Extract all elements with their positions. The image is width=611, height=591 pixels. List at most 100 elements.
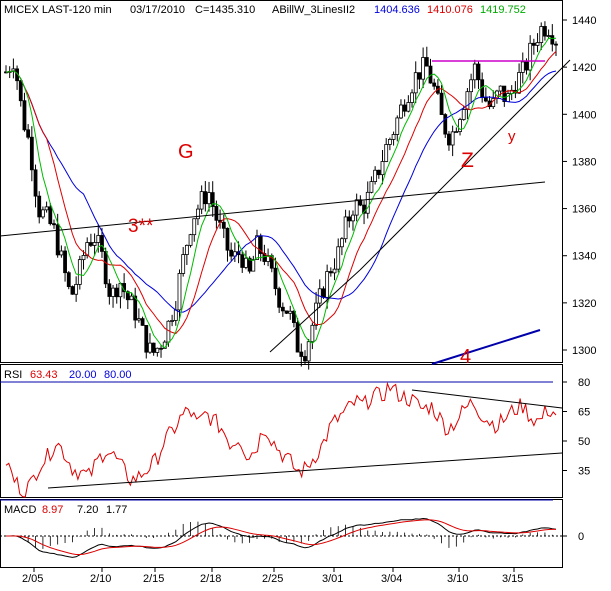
candle-body	[295, 322, 300, 353]
macd-label: MACD	[4, 504, 36, 516]
candle-body	[417, 72, 422, 80]
rsi-tick-label: 35	[578, 466, 590, 478]
candle-body	[85, 242, 90, 256]
candle-body	[196, 208, 200, 220]
candle-body	[306, 341, 311, 362]
candle-body	[144, 324, 149, 353]
candle-body	[469, 79, 474, 93]
candle-body	[92, 242, 97, 246]
candle-body	[535, 42, 540, 46]
candle-body	[432, 82, 437, 87]
candle-body	[531, 42, 536, 46]
candle-body	[439, 92, 444, 115]
candle-body	[347, 216, 352, 222]
candle-body	[52, 223, 56, 226]
candle-body	[365, 191, 370, 214]
candle-body	[539, 26, 544, 43]
candle-body	[203, 191, 208, 205]
candle-body	[336, 246, 341, 270]
candle-body	[273, 267, 278, 290]
time-tick-label: 2/15	[143, 573, 164, 585]
candle-body	[369, 181, 374, 193]
candle-body	[284, 310, 289, 314]
price-tick-label: 1400	[572, 109, 596, 121]
candle-body	[181, 254, 186, 274]
candle-body	[402, 104, 407, 112]
macd-signal-line	[6, 519, 556, 555]
candle-body	[88, 242, 93, 246]
candle-body	[280, 306, 285, 312]
candle-body	[292, 310, 296, 323]
candle-body	[81, 255, 86, 261]
candle-body	[199, 191, 204, 210]
candle-body	[351, 214, 355, 222]
candle-body	[214, 206, 219, 221]
rsi-axis: 80 65 50 35	[562, 377, 590, 478]
time-tick-label: 3/04	[381, 573, 402, 585]
candle-body	[362, 204, 366, 214]
candle-body	[140, 318, 145, 326]
annotation-z: Z	[461, 149, 474, 172]
rsi-resistance-trend	[411, 389, 563, 409]
candle-body	[59, 250, 64, 256]
candle-body	[74, 283, 79, 295]
candle-body	[461, 109, 466, 120]
rsi-value: 63.43	[30, 369, 58, 381]
candle-body	[406, 102, 411, 112]
candle-body	[354, 199, 359, 216]
candle-body	[70, 286, 75, 295]
macd-axis: 0	[562, 531, 584, 543]
candle-body	[314, 302, 318, 326]
candle-body	[96, 235, 101, 243]
candle-body	[18, 80, 23, 102]
price-panel-frame	[0, 0, 563, 363]
candle-body	[399, 104, 403, 119]
candle-body	[77, 259, 82, 285]
candle-body	[395, 117, 400, 135]
candle-body	[502, 85, 507, 102]
candle-body	[421, 57, 426, 80]
candle-body	[103, 251, 108, 285]
candle-body	[26, 129, 31, 138]
time-tick-label: 3/10	[447, 573, 468, 585]
candle-body	[100, 235, 104, 252]
candle-body	[472, 63, 477, 81]
blue-arrow-line	[431, 329, 541, 365]
time-axis: 2/05 2/10 2/15 2/18 2/25 3/01 3/04 3/10 3/15	[22, 567, 523, 585]
rsi-low-level: 20.00	[69, 369, 97, 381]
annotation-4: 4	[460, 346, 471, 368]
candle-body	[498, 85, 503, 92]
candle-body	[424, 57, 429, 67]
candle-body	[229, 249, 234, 257]
candle-body	[384, 144, 389, 162]
candle-body	[458, 119, 462, 132]
candle-body	[184, 244, 189, 255]
candle-body	[148, 342, 152, 353]
candle-body	[33, 169, 38, 197]
ma-slow-line	[5, 70, 557, 313]
rsi-tick-label: 65	[578, 407, 590, 419]
price-axis: 1300 1320 1340 1360 1380 1400 1420 1440	[562, 15, 596, 357]
price-tick-label: 1440	[572, 15, 596, 27]
price-candles	[4, 21, 558, 370]
rsi-panel-frame	[0, 364, 563, 498]
candle-body	[247, 257, 252, 272]
candle-body	[447, 133, 451, 146]
macd-value-2: 7.20	[77, 504, 98, 516]
rsi-support-trend	[47, 452, 563, 489]
candle-body	[210, 192, 215, 207]
candle-body	[376, 169, 381, 176]
chart-date: 03/17/2010	[130, 4, 185, 16]
candle-body	[310, 324, 315, 343]
rsi-tick-label: 50	[578, 436, 590, 448]
candle-body	[520, 61, 525, 73]
candle-body	[332, 268, 337, 274]
rsi-high-level: 80.00	[104, 369, 132, 381]
candle-body	[125, 291, 130, 301]
ma-fast-line	[5, 37, 557, 349]
macd-line	[6, 517, 557, 558]
candle-body	[321, 288, 326, 298]
candle-body	[443, 114, 448, 135]
candle-body	[37, 195, 42, 218]
